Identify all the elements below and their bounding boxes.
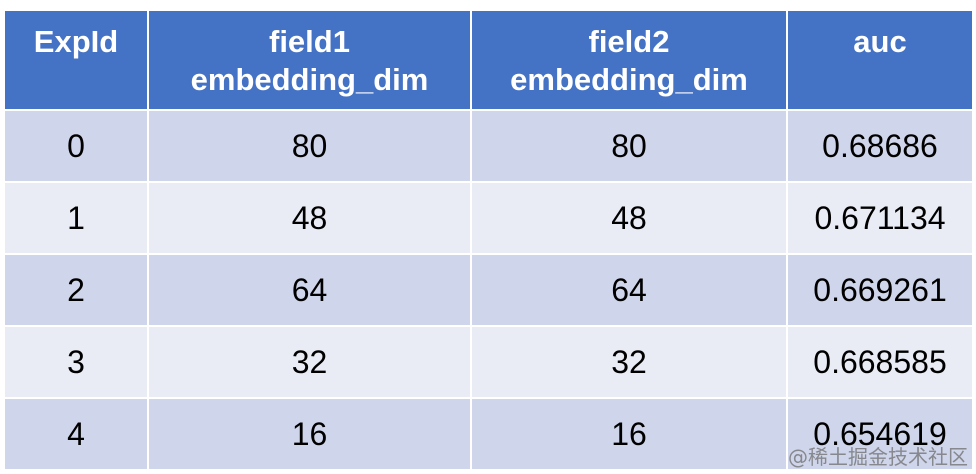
table-cell: 0.668585	[788, 327, 972, 397]
table-cell: 0.68686	[788, 111, 972, 181]
table-cell: 16	[149, 399, 470, 469]
table-cell: 16	[472, 399, 786, 469]
table-cell: 32	[472, 327, 786, 397]
table-cell: 4	[5, 399, 147, 469]
table-cell: 64	[149, 255, 470, 325]
table-cell: 48	[149, 183, 470, 253]
table-cell: 48	[472, 183, 786, 253]
table-cell: 32	[149, 327, 470, 397]
table-cell: 0.669261	[788, 255, 972, 325]
table-cell: 64	[472, 255, 786, 325]
header-cell: field2 embedding_dim	[472, 11, 786, 109]
table: ExpId field1 embedding_dim field2 embeddin…	[5, 11, 972, 469]
table-cell: 0.671134	[788, 183, 972, 253]
header-cell: field1 embedding_dim	[149, 11, 470, 109]
table-cell: 3	[5, 327, 147, 397]
header-cell: ExpId	[5, 11, 147, 109]
header-cell: auc	[788, 11, 972, 109]
table-cell: 2	[5, 255, 147, 325]
table-cell: 80	[472, 111, 786, 181]
table-cell: 1	[5, 183, 147, 253]
table-cell: 80	[149, 111, 470, 181]
table-cell: 0.654619	[788, 399, 972, 469]
watermark: @稀土掘金技术社区	[788, 445, 968, 469]
table-cell: 0	[5, 111, 147, 181]
